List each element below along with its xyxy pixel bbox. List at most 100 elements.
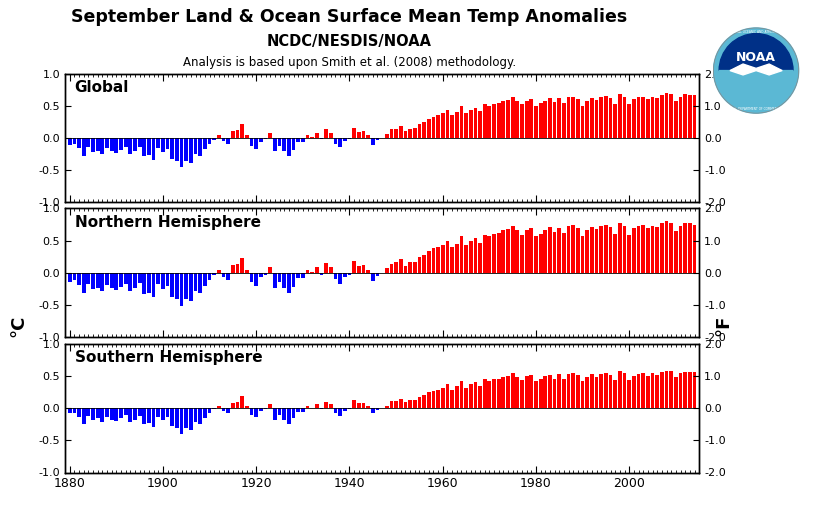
Bar [562, 233, 566, 273]
Bar [142, 138, 146, 156]
Bar [296, 138, 300, 142]
Bar [693, 96, 697, 138]
Bar [185, 273, 188, 299]
Bar [376, 273, 380, 276]
Bar [693, 225, 697, 273]
Bar [599, 226, 603, 273]
Text: U.S. DEPARTMENT OF COMMERCE: U.S. DEPARTMENT OF COMMERCE [732, 107, 780, 111]
Bar [189, 408, 193, 430]
Bar [120, 273, 123, 287]
Bar [623, 226, 627, 273]
Bar [156, 273, 160, 285]
Bar [427, 251, 431, 273]
Bar [324, 402, 328, 408]
Bar [459, 106, 463, 138]
Bar [268, 133, 272, 138]
Bar [539, 234, 542, 273]
Bar [646, 376, 650, 408]
Bar [459, 381, 463, 408]
Bar [585, 100, 589, 138]
Bar [67, 138, 72, 145]
Bar [567, 374, 571, 408]
Bar [105, 408, 109, 416]
Bar [231, 403, 235, 408]
Bar [120, 138, 123, 150]
Bar [464, 113, 468, 138]
Bar [534, 236, 538, 273]
Bar [161, 408, 165, 420]
Bar [650, 97, 654, 138]
Bar [450, 116, 454, 138]
Bar [511, 226, 515, 273]
Bar [529, 375, 533, 408]
Bar [333, 273, 337, 279]
Bar [454, 244, 459, 273]
Bar [287, 273, 291, 293]
Bar [250, 273, 254, 282]
Bar [380, 273, 384, 274]
Bar [539, 379, 542, 408]
Bar [688, 223, 692, 273]
Bar [488, 381, 491, 408]
Bar [133, 273, 137, 288]
Bar [292, 138, 295, 150]
Bar [185, 408, 188, 428]
Bar [236, 402, 240, 408]
Bar [548, 98, 552, 138]
Bar [502, 100, 505, 138]
Bar [86, 408, 90, 416]
Bar [343, 408, 346, 411]
Bar [408, 401, 412, 408]
Bar [469, 240, 472, 273]
Bar [245, 134, 249, 138]
Bar [217, 269, 221, 273]
Bar [432, 248, 435, 273]
Bar [198, 138, 202, 156]
Bar [497, 233, 501, 273]
Bar [343, 138, 346, 141]
Bar [628, 235, 631, 273]
Bar [301, 408, 305, 412]
Bar [273, 138, 276, 151]
Bar [660, 94, 663, 138]
Bar [110, 138, 114, 151]
Bar [348, 138, 351, 139]
Bar [576, 375, 580, 408]
Bar [413, 128, 416, 138]
Bar [268, 404, 272, 408]
Bar [394, 262, 398, 273]
Bar [77, 408, 81, 416]
Bar [572, 97, 575, 138]
Bar [115, 138, 118, 153]
Bar [385, 406, 389, 408]
Bar [222, 138, 225, 141]
Bar [403, 402, 407, 408]
Bar [124, 408, 128, 415]
Bar [543, 376, 547, 408]
Bar [520, 235, 524, 273]
Bar [437, 390, 440, 408]
Bar [152, 138, 155, 160]
Bar [483, 379, 486, 408]
Bar [156, 138, 160, 148]
Bar [352, 128, 356, 138]
Bar [376, 138, 380, 140]
Bar [609, 227, 612, 273]
Bar [558, 374, 561, 408]
Bar [399, 259, 402, 273]
Bar [315, 133, 319, 138]
Bar [432, 391, 435, 408]
Bar [241, 258, 244, 273]
Bar [380, 138, 384, 139]
Bar [193, 273, 198, 291]
Bar [437, 116, 440, 138]
Bar [576, 228, 580, 273]
Bar [226, 408, 230, 413]
Bar [660, 223, 663, 273]
Bar [543, 100, 547, 138]
Bar [67, 408, 72, 413]
Bar [646, 228, 650, 273]
Bar [212, 138, 216, 140]
Bar [483, 235, 486, 273]
Bar [241, 396, 244, 408]
